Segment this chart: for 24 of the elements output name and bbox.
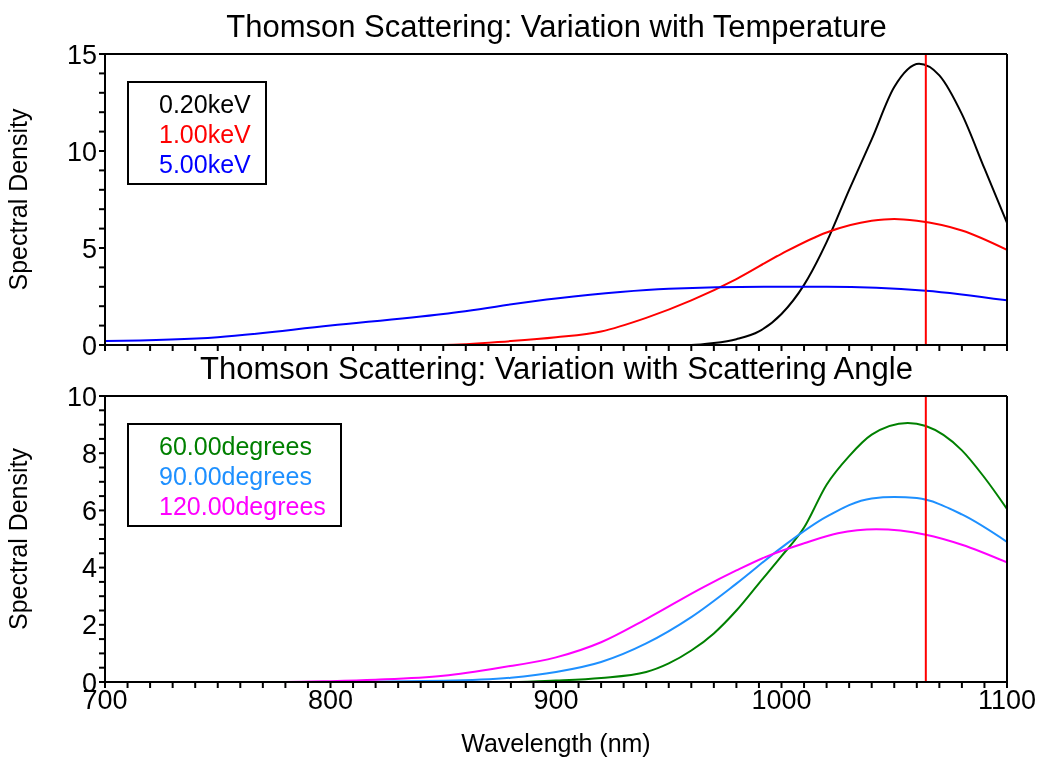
y-tick-label: 10 [66, 381, 97, 412]
text: 1.00keV [159, 119, 251, 149]
y-tick-label: 8 [81, 438, 97, 469]
chart-title: Thomson Scattering: Variation with Temperature [225, 9, 888, 45]
text: 120.00degrees [159, 491, 326, 521]
x-axis-title: Wavelength (nm) [461, 729, 651, 757]
x-tick-label: 1000 [751, 685, 812, 716]
y-axis-title: Spectral Density [3, 108, 32, 291]
x-tick-label: 800 [307, 685, 354, 716]
text: 5.00keV [159, 149, 251, 179]
text: 0.20keV [159, 89, 251, 119]
text: 90.00degrees [159, 461, 313, 491]
y-tick-label: 15 [66, 39, 97, 70]
x-tick-label: 1100 [977, 685, 1037, 716]
chart-title: Thomson Scattering: Variation with Scattering Angle [199, 351, 914, 387]
y-tick-label: 0 [81, 330, 97, 361]
y-tick-label: 4 [81, 553, 97, 584]
text: 60.00degrees [159, 431, 313, 461]
y-tick-label: 5 [81, 233, 97, 264]
y-tick-label: 10 [66, 136, 97, 167]
y-tick-label: 6 [81, 495, 97, 526]
y-axis-title: Spectral Density [3, 447, 32, 631]
x-tick-label: 900 [533, 685, 579, 716]
y-tick-label: 2 [81, 610, 97, 641]
